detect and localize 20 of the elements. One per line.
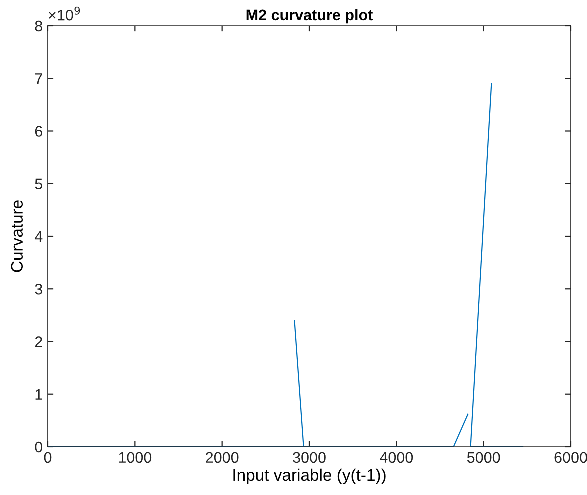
x-tick-label: 3000: [293, 452, 326, 464]
x-tick-label: 6000: [554, 452, 587, 464]
y-tick-label: 5: [35, 178, 42, 190]
y-tick-label: 3: [35, 284, 42, 295]
y-tick-label: 6: [35, 126, 42, 137]
y-tick-label: 1: [36, 389, 42, 400]
y-tick-label: 7: [35, 74, 42, 84]
x-tick-label: 0: [44, 452, 52, 464]
y-tick-label: 0: [35, 442, 43, 453]
chart-title: M2 curvature plot: [246, 9, 373, 24]
x-tick-label: 4000: [380, 452, 414, 464]
y-axis-title: Curvature: [11, 200, 24, 272]
x-tick-label: 2000: [206, 452, 239, 464]
x-axis-title: Input variable (y(t-1)): [234, 468, 386, 484]
y-tick-label: 8: [35, 20, 42, 32]
x-tick-label: 1000: [119, 452, 152, 464]
y-tick-label: 4: [34, 232, 43, 242]
x-tick-label: 5000: [467, 452, 500, 464]
text: ×10$^{9}$: [49, 6, 80, 21]
y-tick-label: 2: [35, 336, 42, 348]
